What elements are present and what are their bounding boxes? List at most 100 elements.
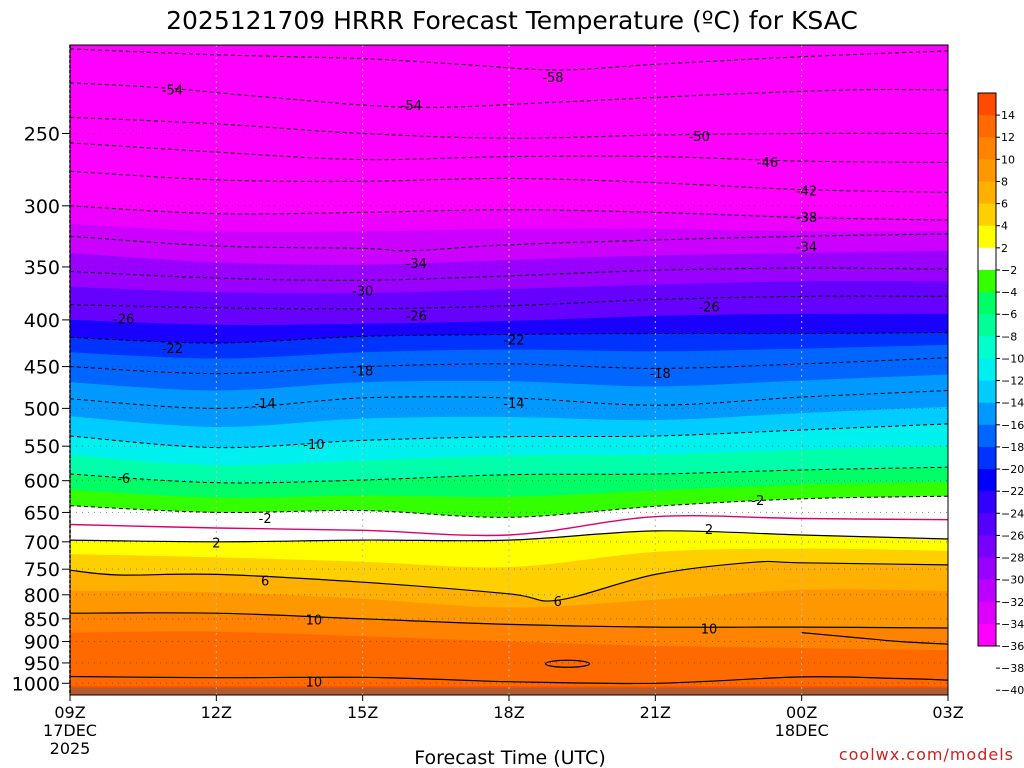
- y-tick-label-13: 900: [24, 631, 60, 653]
- colorbar-label-24: −36: [1001, 640, 1024, 653]
- x-tick-label-0: 09Z: [54, 703, 85, 722]
- y-axis: 2503003504004505005506006507007508008509…: [12, 123, 70, 695]
- colorbar-label-17: −22: [1001, 485, 1024, 498]
- credit-text: coolwx.com/models: [839, 745, 1014, 764]
- y-tick-label-11: 800: [24, 585, 60, 607]
- contour-label-7: -34: [796, 241, 817, 256]
- colorbar-swatch-6: [978, 225, 996, 249]
- contour-label-19: -10: [303, 438, 324, 453]
- contour-label-28: 10: [701, 622, 718, 637]
- colorbar-label-12: −12: [1001, 375, 1024, 388]
- y-tick-label-7: 600: [24, 471, 60, 493]
- contour-solid-1: [70, 560, 948, 602]
- colorbar-label-21: −30: [1001, 574, 1024, 587]
- y-tick-label-4: 450: [24, 357, 60, 379]
- colorbar-swatch-16: [978, 446, 996, 470]
- contour-label-18: -14: [503, 397, 524, 412]
- contour-label-21: -2: [259, 512, 272, 527]
- contour-label-3: -50: [689, 130, 710, 145]
- contour-label-29: 10: [306, 676, 323, 691]
- contour-label-6: -38: [796, 211, 817, 226]
- colorbar-label-1: 12: [1001, 131, 1015, 144]
- contour-dashed-8: [70, 295, 948, 310]
- x-tick-label-5: 00Z: [786, 703, 817, 722]
- contour-label-9: -30: [352, 285, 373, 300]
- contour-small-loop: [544, 659, 591, 668]
- colorbar-swatch-5: [978, 203, 996, 227]
- colorbar-swatch-1: [978, 115, 996, 138]
- colorbar-frame: [977, 92, 997, 647]
- contour-label-23: 2: [212, 536, 220, 551]
- colorbar-label-7: −2: [1001, 264, 1017, 277]
- x-tick-date-0: 17DEC: [43, 721, 97, 740]
- colorbar-label-3: 8: [1001, 175, 1008, 188]
- colorbar-label-20: −28: [1001, 552, 1024, 565]
- colorbar-swatch-21: [978, 557, 996, 581]
- colorbar-swatch-9: [978, 292, 996, 315]
- colorbar-label-15: −18: [1001, 441, 1024, 454]
- contour-solid-2: [70, 612, 948, 629]
- contour-dashed-1: [70, 82, 948, 108]
- colorbar-label-19: −26: [1001, 529, 1024, 542]
- colorbar-swatch-0: [978, 93, 996, 116]
- contour-solid-0: [70, 530, 948, 543]
- colorbar-label-22: −32: [1001, 596, 1024, 609]
- colorbar-label-8: −4: [1001, 286, 1017, 299]
- colorbar-label-16: −20: [1001, 463, 1024, 476]
- colorbar-label-9: −6: [1001, 308, 1017, 321]
- contour-label-5: -42: [796, 184, 817, 199]
- y-tick-label-14: 950: [24, 653, 60, 675]
- contour-solid-3: [70, 675, 948, 685]
- colorbar-swatch-10: [978, 314, 996, 337]
- colorbar-swatch-17: [978, 469, 996, 492]
- colorbar-swatch-20: [978, 535, 996, 559]
- colorbar-label-10: −8: [1001, 330, 1017, 343]
- contour-label-4: -46: [757, 156, 778, 171]
- colorbar-swatch-24: [978, 623, 996, 647]
- x-tick-label-2: 15Z: [347, 703, 378, 722]
- contour-solid-4: [801, 632, 948, 645]
- y-tick-label-8: 650: [24, 502, 60, 524]
- contour-label-10: -26: [113, 312, 134, 327]
- colorbar-swatch-7: [978, 247, 996, 271]
- contour-label-27: 10: [306, 614, 323, 629]
- y-tick-label-9: 700: [24, 532, 60, 554]
- colorbar-label-4: 6: [1001, 198, 1008, 211]
- x-tick-year-0: 2025: [50, 739, 91, 758]
- contour-label-11: -26: [406, 309, 427, 324]
- colorbar-swatch-19: [978, 513, 996, 536]
- contour-label-1: -54: [162, 83, 183, 98]
- colorbar-swatch-13: [978, 380, 996, 404]
- colorbar-label-0: 14: [1001, 109, 1015, 122]
- contour-label-0: -58: [542, 71, 563, 86]
- contour-label-20: -6: [117, 472, 130, 487]
- contour-label-2: -54: [401, 99, 422, 114]
- contour-label-15: -18: [352, 364, 373, 379]
- contour-lines: [70, 48, 948, 685]
- colorbar-label-25: −38: [1001, 662, 1024, 675]
- colorbar-swatch-11: [978, 336, 996, 359]
- contour-label-8: -34: [406, 257, 427, 272]
- y-tick-label-12: 850: [24, 609, 60, 631]
- colorbar-label-13: −14: [1001, 397, 1024, 410]
- colorbar-swatch-8: [978, 269, 996, 293]
- contour-label-25: 6: [261, 575, 269, 590]
- y-tick-label-1: 300: [24, 196, 60, 218]
- y-tick-label-3: 400: [24, 310, 60, 332]
- colorbar-label-26: −40: [1001, 684, 1024, 697]
- y-tick-label-6: 550: [24, 436, 60, 458]
- x-axis-label: Forecast Time (UTC): [414, 747, 605, 768]
- y-tick-label-2: 350: [24, 257, 60, 279]
- colorbar-label-14: −16: [1001, 419, 1024, 432]
- chart-title: 2025121709 HRRR Forecast Temperature (ºC…: [166, 6, 858, 35]
- contour-label-17: -14: [254, 397, 275, 412]
- x-tick-label-4: 21Z: [640, 703, 671, 722]
- contour-dashed-6: [70, 233, 948, 252]
- y-tick-label-5: 500: [24, 398, 60, 420]
- temp-band-22: [70, 687, 948, 695]
- colorbar-swatch-23: [978, 601, 996, 625]
- colorbar: 14 12 10 8 6 4 2 −2 −4 −6 −8 −10 −12 −14 −16 −18 −20 −22 −…: [977, 92, 1024, 697]
- x-tick-date-5: 18DEC: [775, 721, 829, 740]
